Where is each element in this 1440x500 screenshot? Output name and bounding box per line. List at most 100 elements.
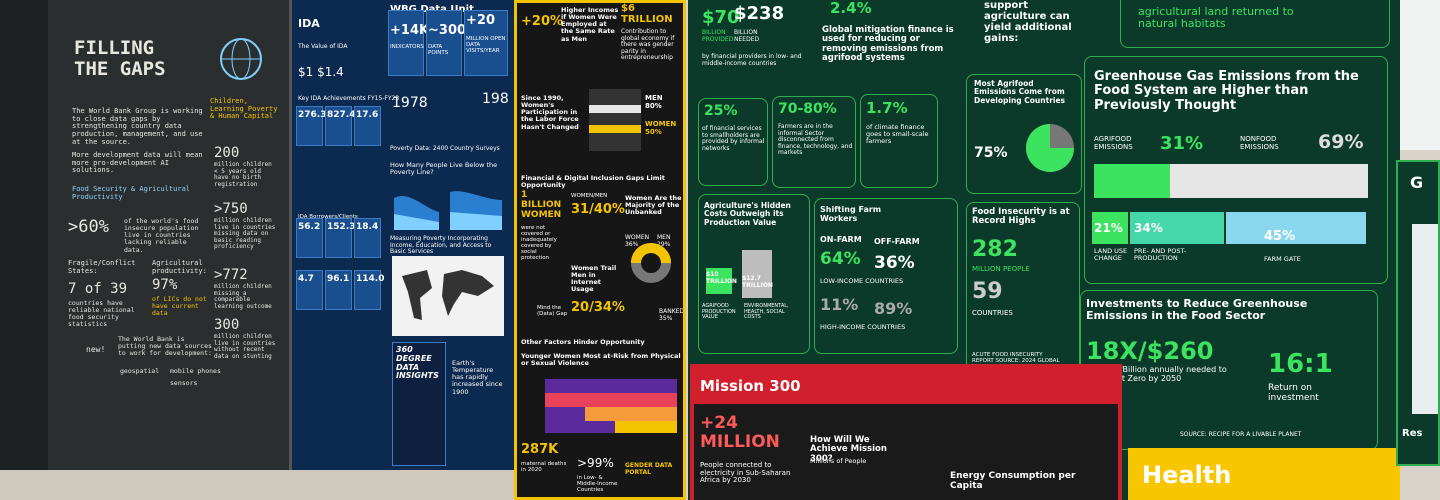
shape <box>589 89 641 151</box>
stat: >60% <box>68 217 109 237</box>
bar <box>1130 212 1224 244</box>
text: of financial services to smallholders ar… <box>702 125 765 152</box>
shape <box>1026 124 1074 172</box>
bar <box>706 268 732 294</box>
text: in Low- & Middle-Income Countries <box>577 475 618 494</box>
value: 2.4% <box>830 0 872 17</box>
tile-grid: 276.3 827.4 17.6 56.2 152.3 18.4 4.7 96.1 114.0 <box>296 106 386 396</box>
kpi-value: +14K <box>390 23 430 38</box>
chart-title: Measuring Poverty Incorporating Income, … <box>390 235 492 256</box>
text: Increase/Billion annually needed to reac… <box>1086 365 1227 383</box>
heading: Food Insecurity is at Record Highs <box>972 207 1070 227</box>
bar <box>1094 164 1170 198</box>
tile <box>966 74 1082 194</box>
right-panel: G Res <box>1396 160 1440 466</box>
label: COUNTRIES <box>972 309 1013 317</box>
label: HIGH-INCOME COUNTRIES <box>820 323 906 331</box>
value: 287K <box>521 442 559 457</box>
label: MEN 29% <box>657 234 671 248</box>
label: Poverty Data: 2400 Country Surveys <box>390 145 500 152</box>
stat-text: million children live in countries missi… <box>214 217 276 251</box>
label: OFF-FARM <box>874 237 920 246</box>
letter: G <box>1410 173 1424 192</box>
tile <box>698 98 768 186</box>
ida-tile: 276.3 <box>296 106 326 146</box>
label: IDA Borrowers/Clients <box>298 214 358 220</box>
heading: How Will We Achieve Mission 300? <box>810 435 887 464</box>
heading: Greenhouse Gas Emissions from the Food S… <box>1094 69 1359 113</box>
kpi-tile <box>464 10 508 76</box>
kpi-tile <box>426 10 462 76</box>
stat: >750 <box>214 201 248 217</box>
label: WOMEN 50% <box>645 120 677 136</box>
shape <box>631 243 652 264</box>
value: 16:1 <box>1268 349 1333 379</box>
footer: The World Bank is putting new data sourc… <box>118 335 212 358</box>
shape <box>394 214 439 230</box>
value: +20% <box>521 14 564 29</box>
heading: Food Security & Agricultural Productivit… <box>72 185 191 201</box>
ida-tile: 56.2 <box>296 218 323 258</box>
value: 31% <box>1160 133 1204 154</box>
badge: new! <box>86 345 106 354</box>
source: sensors <box>170 379 198 387</box>
text: Global mitigation finance is used for re… <box>822 25 954 64</box>
ida-tile: 18.4 <box>354 218 381 258</box>
donut <box>631 243 671 283</box>
value: 70-80% <box>778 101 837 117</box>
floor <box>0 470 520 500</box>
value: 11% <box>820 295 859 314</box>
bar <box>1226 212 1366 244</box>
heading: Financial & Digital Inclusion Gaps Limit… <box>521 174 665 190</box>
value: $1 $1.4 <box>298 65 344 79</box>
label: NONFOOD EMISSIONS <box>1240 135 1279 151</box>
heading: Energy Consumption per Capita <box>950 471 1076 491</box>
source: geospatial <box>120 367 160 375</box>
caption: Earth's Temperature has rapidly increase… <box>452 359 503 396</box>
label: BILLION PROVIDED <box>702 29 734 43</box>
source: mobile phones <box>170 367 221 375</box>
value: 45% <box>1264 229 1296 244</box>
label: Key IDA Achievements FY15-FY23 <box>298 95 400 102</box>
label: ON-FARM <box>820 235 862 244</box>
yellow-panel: +20% Higher Incomes if Women Were Employ… <box>514 0 686 500</box>
header-band <box>694 368 1118 404</box>
tile <box>698 194 810 354</box>
text: agricultural land returned to natural ha… <box>1138 5 1294 31</box>
title: Mission 300 <box>700 377 801 395</box>
value: 1.7% <box>866 99 908 117</box>
shape <box>450 212 502 230</box>
value: 34% <box>1134 221 1163 235</box>
ida-tile: 152.3 <box>325 218 355 258</box>
label: LOW-INCOME COUNTRIES <box>820 277 904 285</box>
label: MEN 80% <box>645 94 663 110</box>
value: $70 <box>702 7 740 28</box>
value: 21% <box>1094 221 1123 235</box>
shape <box>402 270 494 320</box>
pillar <box>0 0 48 470</box>
ida-tile: 827.4 <box>325 106 355 146</box>
label: Res <box>1402 428 1423 439</box>
year: 198 <box>482 91 509 107</box>
value: 20/34% <box>571 300 625 315</box>
shape <box>615 421 677 433</box>
stat-text: of LICs do not have current data <box>152 295 207 318</box>
heading: IDA <box>298 17 320 30</box>
kpi-tile <box>388 10 424 76</box>
label: Millions of People <box>810 457 867 465</box>
stat: 200 <box>214 145 240 161</box>
stat-text: of the world's food insecure population … <box>124 217 199 254</box>
value: 1 BILLION WOMEN <box>521 190 562 220</box>
text: by financial providers in low- and middl… <box>702 53 802 67</box>
tile <box>1084 56 1388 284</box>
screen <box>1412 224 1438 414</box>
label: Agricultural productivity: <box>152 259 207 275</box>
text: Farmers are in the informal Sector disco… <box>778 123 853 157</box>
shape <box>585 407 677 421</box>
kpi-value: ~300 <box>428 23 467 38</box>
shape <box>589 105 641 113</box>
value: +24 MILLION <box>700 413 780 452</box>
heading: Younger Women Most at-Risk from Physical… <box>521 352 681 368</box>
value: $10 TRILLION <box>706 271 737 285</box>
